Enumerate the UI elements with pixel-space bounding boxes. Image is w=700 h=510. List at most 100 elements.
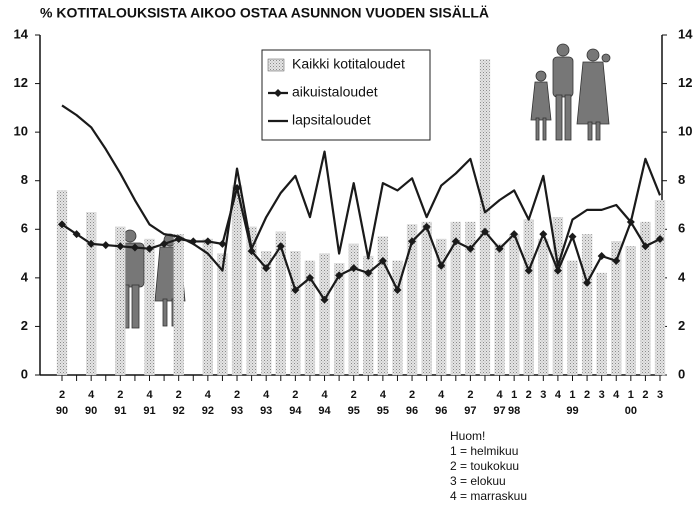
marker <box>58 220 66 229</box>
bar <box>231 185 243 376</box>
x-tick-label: 4 <box>496 389 503 401</box>
line <box>61 104 662 272</box>
marker <box>510 230 519 239</box>
x-tick-label: 2 <box>467 389 473 401</box>
marker <box>160 239 169 248</box>
note-line: 2 = toukokuu <box>450 459 519 473</box>
marker <box>641 242 650 251</box>
marker <box>656 235 664 243</box>
bar <box>567 260 578 376</box>
x-year-label: 97 <box>493 405 505 417</box>
x-tick-label: 2 <box>526 389 532 401</box>
legend-marker <box>274 89 282 97</box>
marker <box>72 230 81 239</box>
note-line: 3 = elokuu <box>450 474 506 488</box>
x-tick-label: 2 <box>584 389 590 401</box>
bar <box>406 224 418 376</box>
marker <box>451 237 460 246</box>
x-tick-label: 4 <box>555 389 562 401</box>
legend-label: aikuistaloudet <box>292 84 378 100</box>
x-year-label: 93 <box>260 405 272 417</box>
marker <box>539 230 548 239</box>
marker <box>87 239 96 248</box>
marker <box>583 278 592 287</box>
x-year-label: 95 <box>348 405 360 417</box>
y-tick-label: 6 <box>21 221 28 236</box>
x-year-label: 90 <box>56 405 68 417</box>
marker <box>364 269 373 277</box>
x-tick-label: 2 <box>642 389 648 401</box>
marker <box>553 266 562 275</box>
x-year-label: 97 <box>464 405 476 417</box>
x-year-label: 96 <box>406 405 418 417</box>
bar <box>304 260 316 376</box>
bar <box>86 212 97 376</box>
x-year-label: 94 <box>289 405 302 417</box>
x-year-label: 00 <box>625 405 637 417</box>
y2-tick-label: 14 <box>678 26 693 41</box>
bar <box>581 233 593 376</box>
bar <box>552 216 564 376</box>
bar <box>275 231 286 376</box>
x-year-label: 99 <box>566 405 578 417</box>
marker <box>101 241 110 250</box>
x-year-label: 90 <box>85 405 97 417</box>
bar <box>494 243 505 376</box>
marker <box>291 286 300 294</box>
y2-tick-label: 8 <box>678 172 685 187</box>
bar <box>421 221 432 376</box>
x-year-label: 91 <box>143 405 155 417</box>
x-tick-label: 2 <box>351 389 357 401</box>
x-tick-label: 3 <box>540 389 546 401</box>
x-tick-label: 4 <box>88 389 95 401</box>
marker <box>262 264 271 273</box>
marker <box>393 286 402 294</box>
y-tick-label: 12 <box>14 75 28 90</box>
bar <box>450 221 461 376</box>
family-illustration <box>117 43 611 329</box>
x-year-label: 91 <box>114 405 126 417</box>
x-tick-label: 4 <box>205 389 212 401</box>
x-tick-label: 1 <box>569 389 575 401</box>
x-tick-label: 2 <box>409 389 415 401</box>
marker <box>305 273 314 282</box>
x-tick-label: 4 <box>263 389 270 401</box>
bar <box>392 260 403 376</box>
bar <box>436 238 447 376</box>
bar <box>538 238 549 376</box>
legend-label: lapsitaloudet <box>292 112 371 128</box>
x-tick-label: 4 <box>438 389 445 401</box>
bar <box>479 59 491 376</box>
bar <box>611 241 622 376</box>
bar <box>377 236 389 376</box>
note-line: 1 = helmikuu <box>450 444 518 458</box>
y2-tick-label: 6 <box>678 221 685 236</box>
bar <box>625 246 636 376</box>
marker <box>378 256 387 265</box>
bar <box>246 226 257 376</box>
legend-swatch <box>267 58 285 72</box>
x-year-label: 98 <box>508 405 520 417</box>
y-tick-label: 0 <box>21 366 28 381</box>
x-tick-label: 1 <box>511 389 517 401</box>
x-year-label: 96 <box>435 405 447 417</box>
bar <box>261 250 272 376</box>
x-tick-label: 2 <box>234 389 240 401</box>
y2-tick-label: 0 <box>678 366 685 381</box>
x-tick-label: 3 <box>657 389 663 401</box>
bar <box>523 219 534 376</box>
marker <box>524 266 533 275</box>
x-year-label: 93 <box>231 405 243 417</box>
marker <box>422 222 431 231</box>
x-tick-label: 2 <box>59 389 65 401</box>
x-tick-label: 2 <box>117 389 123 401</box>
bar <box>640 221 651 376</box>
bar <box>115 226 126 376</box>
bar <box>144 238 155 376</box>
marker <box>203 237 212 246</box>
marker <box>349 264 358 273</box>
y2-tick-label: 2 <box>678 318 685 333</box>
marker <box>612 256 621 265</box>
